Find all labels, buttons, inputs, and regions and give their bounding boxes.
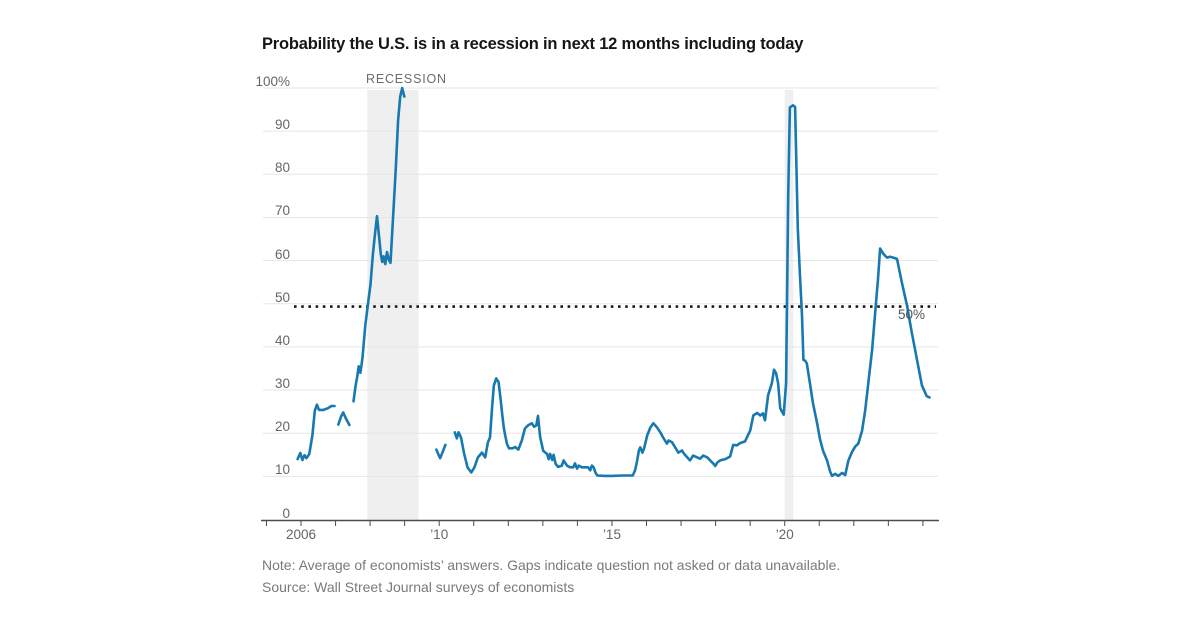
y-axis-label: 30 xyxy=(274,376,290,392)
y-axis-label: 90 xyxy=(274,117,290,133)
y-axis-label: 100% xyxy=(255,74,290,89)
x-axis-label: 2006 xyxy=(285,527,317,542)
data-line-segment xyxy=(435,443,447,460)
chart-source: Source: Wall Street Journal surveys of e… xyxy=(262,579,575,595)
y-axis-label: 60 xyxy=(274,246,290,262)
data-line-segment xyxy=(352,86,406,403)
y-axis-label: 0 xyxy=(282,505,290,521)
x-axis-label: ’10 xyxy=(430,527,449,542)
data-line-segment xyxy=(453,104,931,478)
y-axis-label: 50 xyxy=(274,289,290,305)
y-axis-label: 20 xyxy=(274,419,290,435)
data-line-segment xyxy=(336,411,351,427)
y-axis-label: 70 xyxy=(274,203,290,219)
data-line-segment xyxy=(296,403,336,462)
chart-title: Probability the U.S. is in a recession i… xyxy=(262,35,804,53)
recession-annotation: RECESSION xyxy=(366,72,447,86)
y-axis-label: 40 xyxy=(274,332,290,348)
y-axis-label: 10 xyxy=(274,462,290,478)
x-axis-label: ’20 xyxy=(775,527,794,542)
y-axis-label: 80 xyxy=(274,160,290,176)
threshold-label: 50% xyxy=(897,307,925,322)
recession-band xyxy=(784,90,794,521)
chart-note: Note: Average of economists’ answers. Ga… xyxy=(262,557,841,573)
x-axis-label: ’15 xyxy=(602,527,621,542)
